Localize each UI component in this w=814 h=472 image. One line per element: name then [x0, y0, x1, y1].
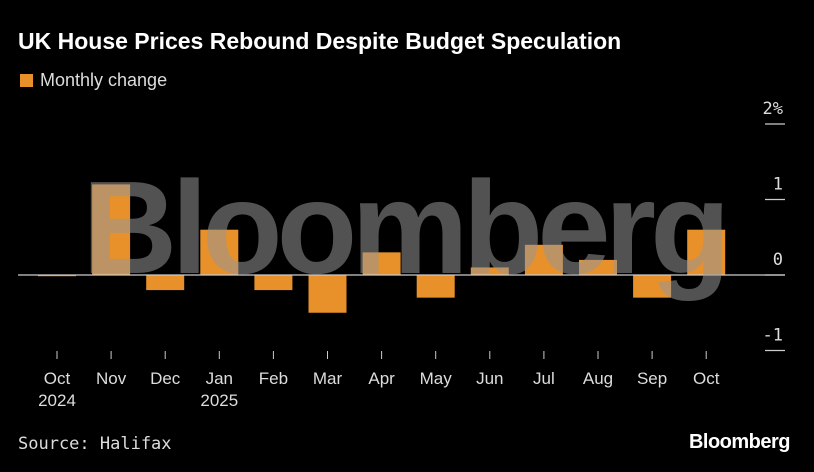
y-tick-label: 0 [773, 250, 783, 270]
bar-jan-2025 [200, 229, 239, 275]
x-tick-label: Aug [583, 369, 613, 388]
bar-feb [254, 275, 293, 291]
bar-mar [308, 275, 347, 313]
x-tick-label: Jun [476, 369, 503, 388]
x-tick-label: Jan [206, 369, 233, 388]
chart-title: UK House Prices Rebound Despite Budget S… [18, 28, 622, 54]
bar-dec [146, 275, 185, 291]
bar-jul [524, 244, 563, 275]
bar-nov [92, 184, 131, 275]
y-tick-label: -1 [763, 326, 783, 346]
x-tick-label: Apr [368, 369, 395, 388]
legend: Monthly change [20, 70, 167, 91]
x-tick-label: Feb [259, 369, 288, 388]
x-tick-label: Nov [96, 369, 127, 388]
x-tick-label: Mar [313, 369, 343, 388]
x-tick-label: Oct [44, 369, 71, 388]
bloomberg-logo: Bloomberg [688, 431, 791, 453]
bar-may [416, 275, 455, 298]
x-tick-label: 2025 [200, 391, 238, 410]
legend-label: Monthly change [40, 70, 168, 90]
x-tick-label: Sep [637, 369, 667, 388]
x-tick-label: Oct [693, 369, 720, 388]
bar-jun [470, 267, 509, 275]
x-tick-label: May [420, 369, 453, 388]
x-tick-label: 2024 [38, 391, 76, 410]
x-tick-label: Jul [533, 369, 555, 388]
legend-swatch [20, 74, 33, 87]
source-note: Source: Halifax [18, 434, 172, 454]
bar-oct [687, 229, 726, 275]
bar-apr [362, 252, 401, 275]
bar-aug [579, 259, 617, 275]
bar-sep [633, 275, 672, 298]
x-tick-label: Dec [150, 369, 181, 388]
y-tick-label: 2% [763, 99, 783, 119]
y-tick-label: 1 [773, 175, 783, 195]
